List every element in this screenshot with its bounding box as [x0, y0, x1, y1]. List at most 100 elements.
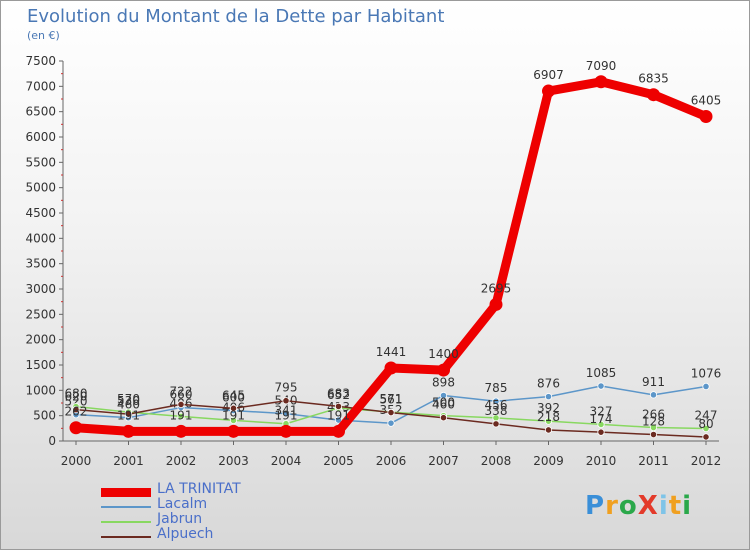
data-point	[122, 424, 135, 438]
data-point	[649, 423, 658, 432]
data-point	[332, 424, 345, 438]
legend-swatch	[101, 536, 151, 538]
data-point	[437, 363, 450, 377]
logo-letter: i	[658, 491, 669, 521]
x-tick-label: 2012	[691, 454, 722, 468]
data-label: 520	[65, 395, 88, 409]
legend-label: Alpuech	[157, 526, 214, 542]
data-label: 722	[170, 384, 193, 398]
data-label: 1400	[428, 347, 459, 361]
data-point	[702, 433, 710, 441]
y-tick-label: 2000	[25, 333, 56, 347]
data-point	[334, 402, 343, 410]
y-tick-label: 5000	[25, 181, 56, 195]
data-label: 683	[327, 386, 350, 400]
data-point	[69, 421, 83, 435]
data-point	[229, 416, 238, 425]
y-tick-label: 1500	[25, 358, 56, 372]
y-tick-label: 5500	[25, 155, 56, 169]
data-label: 247	[695, 408, 718, 422]
data-point	[542, 84, 555, 98]
y-tick-label: 1000	[25, 383, 56, 397]
data-point	[174, 424, 188, 438]
data-label: 327	[590, 404, 613, 418]
data-label: 6907	[533, 68, 564, 82]
data-label: 191	[117, 408, 140, 422]
data-label: 191	[170, 408, 193, 422]
data-label: 80	[698, 417, 713, 431]
x-tick-label: 2009	[533, 454, 564, 468]
data-point	[177, 400, 185, 409]
data-label: 2695	[481, 281, 512, 295]
data-label: 620	[65, 390, 88, 404]
legend-label: Jabrun	[157, 511, 203, 527]
data-point	[597, 382, 605, 390]
data-label: 876	[537, 377, 560, 391]
x-tick-label: 2006	[376, 454, 407, 468]
y-tick-label: 3500	[25, 257, 56, 271]
data-label: 570	[117, 392, 140, 406]
data-point	[439, 414, 448, 422]
data-point	[492, 397, 500, 405]
legend-swatch	[101, 506, 151, 508]
x-tick-label: 2005	[323, 454, 354, 468]
y-tick-label: 2500	[25, 307, 56, 321]
logo-letter: P	[585, 491, 606, 521]
data-label: 128	[642, 415, 665, 429]
data-point	[227, 424, 240, 438]
data-label: 174	[590, 412, 613, 426]
y-tick-label: 3000	[25, 282, 56, 296]
data-label: 6405	[691, 93, 722, 107]
data-label: 652	[327, 388, 350, 402]
data-label: 571	[380, 392, 403, 406]
x-tick-label: 2003	[218, 454, 249, 468]
legend-swatch	[101, 521, 151, 523]
data-label: 1076	[691, 366, 722, 380]
data-point	[439, 391, 448, 400]
data-label: 911	[642, 375, 665, 389]
y-tick-label: 7000	[25, 79, 56, 93]
x-tick-label: 2002	[166, 454, 197, 468]
y-tick-label: 4500	[25, 206, 56, 220]
data-point	[282, 410, 290, 418]
legend-swatch	[101, 487, 151, 497]
legend-label: Lacalm	[157, 496, 208, 512]
data-label: 645	[222, 388, 245, 402]
data-label: 460	[432, 398, 455, 412]
data-label: 600	[222, 391, 245, 405]
data-label: 680	[65, 387, 88, 401]
unit-label: (en €)	[27, 29, 60, 42]
data-label: 191	[222, 408, 245, 422]
x-tick-label: 2008	[481, 454, 512, 468]
data-point	[124, 410, 133, 418]
x-tick-label: 2010	[586, 454, 617, 468]
data-label: 561	[380, 393, 403, 407]
data-label: 6835	[638, 72, 669, 86]
data-label: 7090	[586, 59, 617, 73]
data-label: 1441	[376, 345, 407, 359]
data-point	[177, 412, 185, 420]
data-point	[384, 361, 398, 375]
x-tick-label: 2004	[271, 454, 302, 468]
x-tick-label: 2001	[113, 454, 144, 468]
data-label: 456	[485, 398, 508, 412]
data-point	[649, 430, 658, 439]
data-label: 191	[327, 408, 350, 422]
data-label: 338	[485, 404, 508, 418]
data-point	[597, 420, 605, 429]
y-tick-label: 6000	[25, 130, 56, 144]
data-label: 392	[537, 401, 560, 415]
y-tick-label: 500	[33, 409, 56, 423]
data-point	[279, 424, 293, 438]
data-point	[387, 419, 395, 427]
data-label: 500	[432, 396, 455, 410]
data-point	[544, 426, 553, 434]
y-tick-label: 6500	[25, 105, 56, 119]
logo-letter: t	[668, 491, 683, 521]
data-point	[489, 297, 503, 311]
y-tick-label: 4000	[25, 231, 56, 245]
data-label: 530	[117, 394, 140, 408]
data-label: 1085	[586, 366, 617, 380]
data-label: 898	[432, 376, 455, 390]
logo-letter: X	[637, 491, 659, 521]
